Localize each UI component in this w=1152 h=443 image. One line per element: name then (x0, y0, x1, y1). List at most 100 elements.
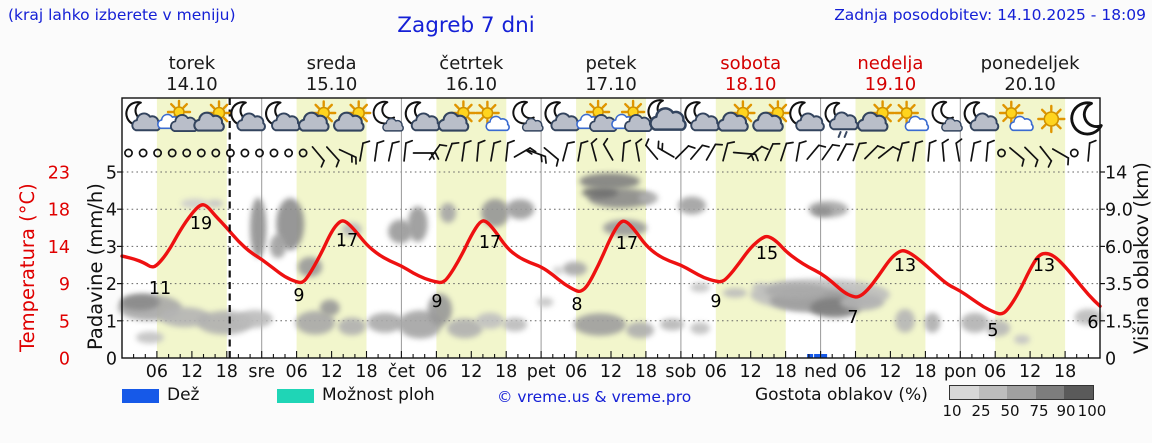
wind-barb-icon (490, 140, 502, 162)
weather-icon-sun-cloud (717, 100, 756, 132)
temperature-value-label: 13 (894, 256, 916, 276)
wind-barb-icon (645, 138, 659, 160)
temperature-value-label: 7 (847, 308, 858, 328)
cloud-layer (638, 192, 659, 204)
wind-barb-icon (338, 148, 357, 165)
rain-legend-label: Dež (167, 385, 200, 405)
weather-icon-sun (1037, 104, 1066, 134)
wind-barb-icon (590, 138, 598, 162)
wind-barb-icon (403, 139, 414, 162)
cloud-layer (269, 234, 287, 259)
weather-icon-sun-cloud (333, 100, 372, 132)
wind-barb-icon (1024, 146, 1039, 168)
day-date: 14.10 (166, 74, 218, 95)
wind-barb-icon (476, 139, 486, 162)
wind-barb-icon (896, 141, 910, 162)
wind-barb-icon (955, 138, 963, 162)
wind-calm-icon (1069, 148, 1079, 158)
wind-calm-icon (284, 148, 294, 158)
temperature-axis-title: Temperatura (°C) (16, 183, 39, 352)
cloud-layer (690, 282, 710, 293)
wind-barb-icon (543, 147, 560, 167)
density-tick: 75 (1029, 402, 1049, 420)
cloud-layer (446, 318, 483, 339)
wind-barb-icon (311, 146, 325, 168)
cloud-tick-label: 3.5 (1105, 275, 1133, 295)
weather-icon-sun-cloud-white (894, 100, 930, 132)
daylight-band (995, 98, 1066, 358)
cloud-layer (506, 199, 535, 220)
day-abbr-label: čet (388, 362, 415, 382)
temp-tick-label: 23 (48, 164, 70, 184)
weather-icon-moon-small (512, 100, 544, 132)
wind-barb-icon (764, 142, 781, 162)
weather-icon-moon-cloud (404, 101, 441, 132)
wind-barb-icon (527, 149, 547, 164)
cloud-icon (236, 112, 266, 132)
copyright-link[interactable]: © vreme.us & vreme.pro (497, 388, 692, 406)
cloud-layer (839, 294, 885, 311)
wind-barb-icon (562, 141, 576, 162)
cloud-icon (298, 111, 330, 132)
day-date: 16.10 (446, 74, 498, 95)
weather-icon-sun-clouds (157, 99, 199, 132)
cloud-icon (904, 115, 930, 132)
rain-bar (807, 354, 814, 358)
day-abbr-label: pon (944, 362, 977, 382)
wind-calm-icon (997, 148, 1006, 158)
wind-barb-icon (428, 143, 448, 161)
precip-axis-title: Padavine (mm/h) (84, 183, 107, 350)
cloud-layer (319, 299, 340, 316)
wind-barb-icon (970, 140, 982, 162)
wind-barb-icon (461, 140, 472, 162)
wind-barb-icon (806, 144, 827, 160)
temperature-value-label: 5 (987, 321, 998, 341)
density-tick: 50 (1000, 402, 1020, 420)
day-abbr-label: pet (527, 362, 556, 382)
cloud-layer (250, 197, 267, 258)
hour-label: 18 (774, 362, 796, 382)
hour-label: 18 (914, 362, 936, 382)
day-abbr-label: sre (248, 362, 275, 382)
day-abbr-label: sob (665, 362, 696, 382)
cloud-icon (1009, 115, 1034, 132)
hour-label: 18 (635, 362, 657, 382)
wind-barb-icon (985, 139, 995, 162)
wind-barb-icon (621, 139, 632, 162)
temperature-value-label: 9 (710, 292, 721, 312)
wind-barb-icon (657, 140, 675, 158)
hour-label: 06 (146, 362, 168, 382)
cloud-density-scale (949, 385, 1094, 400)
rain-swatch (122, 389, 159, 403)
hour-label: 12 (879, 362, 901, 382)
hour-label: 18 (216, 362, 238, 382)
cloud-layer (135, 331, 164, 344)
cloud-layer (207, 199, 224, 208)
wind-barb-icon (1087, 139, 1097, 162)
wind-calm-icon (240, 148, 250, 158)
precip-tick-label: 1 (106, 312, 117, 332)
weather-icon-moon-big (647, 99, 687, 131)
precip-tick-label: 5 (106, 164, 117, 184)
wind-barb-icon (690, 144, 710, 160)
day-date: 20.10 (1004, 74, 1056, 95)
density-tick: 25 (971, 402, 991, 420)
cloud-tick-label: 0 (1105, 350, 1116, 370)
weather-icon-moon-cloud (230, 101, 266, 132)
cloud-layer (276, 198, 305, 251)
temperature-value-label: 17 (336, 231, 358, 251)
day-name: četrtek (439, 53, 504, 74)
temp-tick-label: 5 (59, 312, 70, 332)
wind-barb-icon (911, 140, 924, 162)
daylight-band (855, 98, 926, 358)
cloud-icon (795, 112, 825, 132)
day-name: nedelja (857, 53, 923, 74)
temp-tick-label: 18 (48, 201, 70, 221)
weather-icon-moon-small (931, 100, 963, 132)
wind-barb-icon (359, 140, 371, 162)
cloud-icon (856, 111, 889, 132)
cloud-layer (677, 196, 706, 215)
cloud-layer (579, 173, 641, 190)
hour-label: 06 (565, 362, 587, 382)
hour-label: 12 (600, 362, 622, 382)
